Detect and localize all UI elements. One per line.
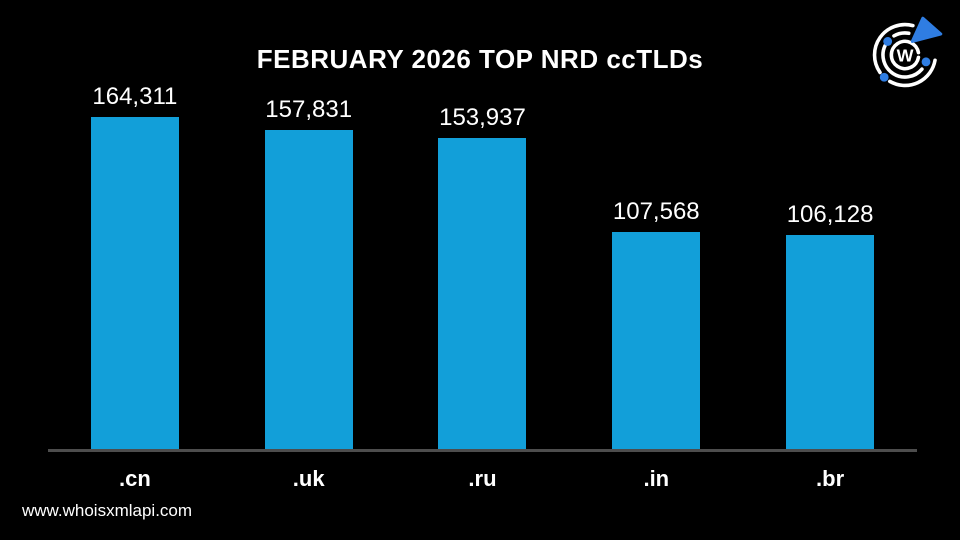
logo-outer-ring-bottom	[887, 58, 937, 88]
bar	[90, 117, 179, 449]
logo-outer-ring-left	[872, 22, 915, 75]
whoisxmlapi-logo: W	[872, 16, 943, 88]
bar-value-label: 153,937	[439, 104, 526, 131]
chart-title: FEBRUARY 2026 TOP NRD ccTLDs	[256, 44, 704, 74]
plot-area: 164,311 157,831 153,937 107,568 106,128	[48, 85, 917, 449]
logo-middle-ring-top	[892, 31, 911, 38]
bar-group-br: 106,128	[786, 201, 875, 449]
bar-value-label: 164,311	[92, 83, 178, 110]
x-axis-baseline	[48, 449, 917, 452]
category-label-row: .cn .uk .ru .in .br	[48, 466, 917, 492]
logo-dot-upper-left	[883, 37, 893, 46]
bar	[264, 130, 353, 449]
category-label: .uk	[292, 466, 325, 491]
logo-inner-ring	[889, 39, 921, 71]
website-url: www.whoisxmlapi.com	[22, 501, 193, 520]
bar-group-cn: 164,311	[90, 83, 179, 449]
category-label: .cn	[119, 466, 151, 491]
logo-middle-ring-main	[881, 43, 924, 79]
category-label: .in	[643, 466, 670, 491]
bar-value-label: 106,128	[786, 201, 874, 228]
bar	[438, 138, 527, 449]
bar-value-label: 107,568	[612, 198, 700, 225]
bar	[786, 235, 875, 449]
bar-group-ru: 153,937	[438, 104, 527, 449]
category-label: .br	[816, 466, 845, 491]
category-label: .ru	[468, 466, 497, 491]
bar-value-label: 157,831	[265, 96, 353, 123]
bar-group-uk: 157,831	[264, 96, 353, 449]
bar-group-in: 107,568	[612, 198, 701, 449]
logo-dot-lower-left	[879, 72, 889, 82]
bar	[612, 232, 701, 449]
logo-letter: W	[897, 45, 914, 65]
logo-dot-right	[921, 57, 931, 67]
logo-beam-triangle	[910, 16, 943, 43]
